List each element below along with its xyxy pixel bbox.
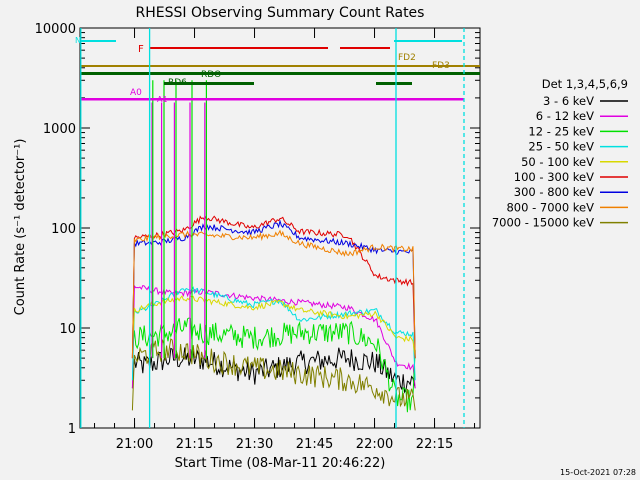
series-line-300-800-kev [131, 219, 416, 359]
series-line-50-100-kev [131, 295, 416, 359]
y-tick-label: 100 [51, 222, 76, 237]
x-tick-label: 22:15 [416, 437, 453, 452]
x-tick-label: 21:00 [116, 437, 153, 452]
series-line-6-12-kev [131, 284, 416, 389]
y-axis-label: Count Rate (s⁻¹ detector⁻¹) [13, 139, 28, 316]
y-tick-label: 1 [68, 422, 76, 437]
footer-timestamp: 15-Oct-2021 07:28 [560, 468, 636, 477]
flag-label-n: N [75, 36, 81, 45]
legend-label: 12 - 25 keV [528, 124, 594, 138]
flag-label-fd2: FD2 [398, 53, 416, 63]
flag-label-rdo: RDO [201, 70, 221, 80]
legend-label: 6 - 12 keV [536, 109, 594, 123]
series-line-100-300-kev [131, 215, 416, 359]
flag-label-rd6: RD6 [168, 78, 187, 88]
flag-bar-f [340, 47, 390, 49]
flag-bar-rd [80, 72, 481, 75]
legend-label: 7000 - 15000 keV [492, 216, 594, 230]
flag-label-a1: A1 [157, 95, 168, 104]
flag-bar-fd [80, 65, 481, 67]
legend-label: 50 - 100 keV [521, 155, 594, 169]
legend-label: 25 - 50 keV [528, 140, 594, 154]
flag-bar-rd [164, 82, 254, 85]
x-tick-label: 22:00 [356, 437, 393, 452]
series-line-12-25-kev [131, 317, 416, 413]
flag-bar-a [80, 98, 465, 101]
chart-title: RHESSI Observing Summary Count Rates [136, 5, 425, 21]
legend-label: 800 - 7000 keV [506, 200, 594, 214]
legend-title: Det 1,3,4,5,6,9 [542, 77, 628, 91]
flag-bar-n [394, 40, 462, 42]
flag-bar-n [80, 40, 116, 42]
series-line-800-7000-kev [131, 229, 416, 359]
series-line-25-50-kev [131, 286, 416, 381]
x-axis-label: Start Time (08-Mar-11 20:46:22) [175, 456, 386, 471]
y-tick-label: 10000 [35, 22, 76, 37]
legend-label: 3 - 6 keV [543, 94, 594, 108]
x-tick-label: 21:30 [236, 437, 273, 452]
legend-label: 100 - 300 keV [514, 170, 594, 184]
y-tick-label: 1000 [43, 122, 76, 137]
y-tick-label: 10 [59, 322, 76, 337]
series-line-3-6-kev [131, 347, 416, 394]
flag-label-f: F [138, 44, 144, 55]
flag-label-fd3: FD3 [432, 61, 450, 71]
legend-label: 300 - 800 keV [514, 185, 594, 199]
x-tick-label: 21:15 [176, 437, 213, 452]
series-line-7000-15000-kev [131, 338, 416, 411]
flag-label-a0: A0 [130, 88, 142, 98]
flag-bar-f [150, 47, 328, 49]
flag-bar-rd [376, 82, 412, 85]
x-tick-label: 21:45 [296, 437, 333, 452]
